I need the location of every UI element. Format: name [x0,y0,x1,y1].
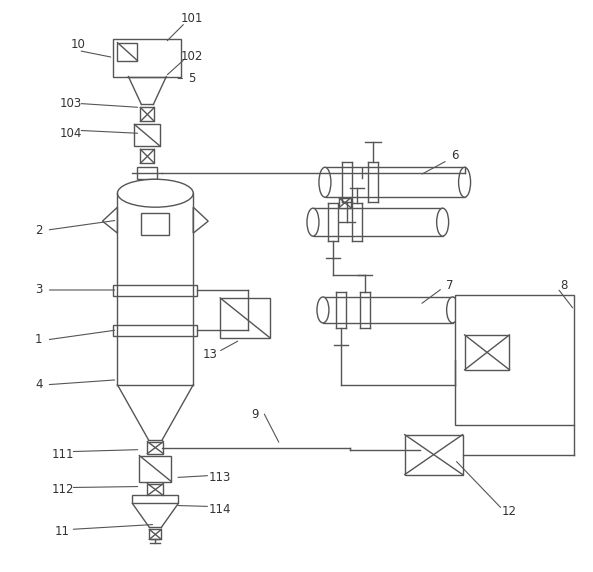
Text: 1: 1 [35,333,42,347]
Text: 10: 10 [71,38,86,51]
Ellipse shape [307,208,319,236]
Bar [132,495,178,503]
Bar [117,42,138,61]
Bar [220,298,270,338]
Ellipse shape [317,297,329,323]
Polygon shape [103,207,117,233]
Text: 111: 111 [52,448,74,461]
Text: 8: 8 [560,279,568,292]
Text: 5: 5 [189,72,196,85]
Ellipse shape [117,179,193,207]
Bar [113,325,197,336]
Bar [339,198,351,208]
Bar [455,295,575,424]
Text: 11: 11 [55,525,70,538]
Text: 9: 9 [251,408,259,421]
Text: 113: 113 [209,471,231,484]
Text: 104: 104 [59,127,82,140]
Ellipse shape [458,167,471,197]
Polygon shape [193,207,208,233]
Bar [113,285,197,296]
Bar [405,435,463,475]
Bar [148,483,163,495]
Bar [148,442,163,454]
Bar [135,124,160,146]
Bar [113,38,181,77]
Bar [139,455,171,482]
Bar [464,335,509,370]
Ellipse shape [447,297,458,323]
Bar [149,530,161,539]
Bar [325,167,464,197]
Text: 6: 6 [451,149,458,162]
Text: 2: 2 [35,224,42,237]
Text: 102: 102 [181,50,203,63]
Text: 101: 101 [181,12,203,25]
Text: 4: 4 [35,378,42,391]
Text: 7: 7 [446,279,454,292]
Ellipse shape [319,167,331,197]
Bar [141,213,170,235]
Bar [323,297,452,323]
Text: 114: 114 [209,503,231,516]
Bar [141,108,154,121]
Text: 3: 3 [35,284,42,296]
Text: 12: 12 [502,505,517,518]
Text: 112: 112 [52,483,74,496]
Bar [313,208,442,236]
Bar [138,167,157,179]
Text: 103: 103 [59,97,82,110]
Bar [141,149,154,163]
Ellipse shape [436,208,449,236]
Text: 13: 13 [203,348,218,362]
